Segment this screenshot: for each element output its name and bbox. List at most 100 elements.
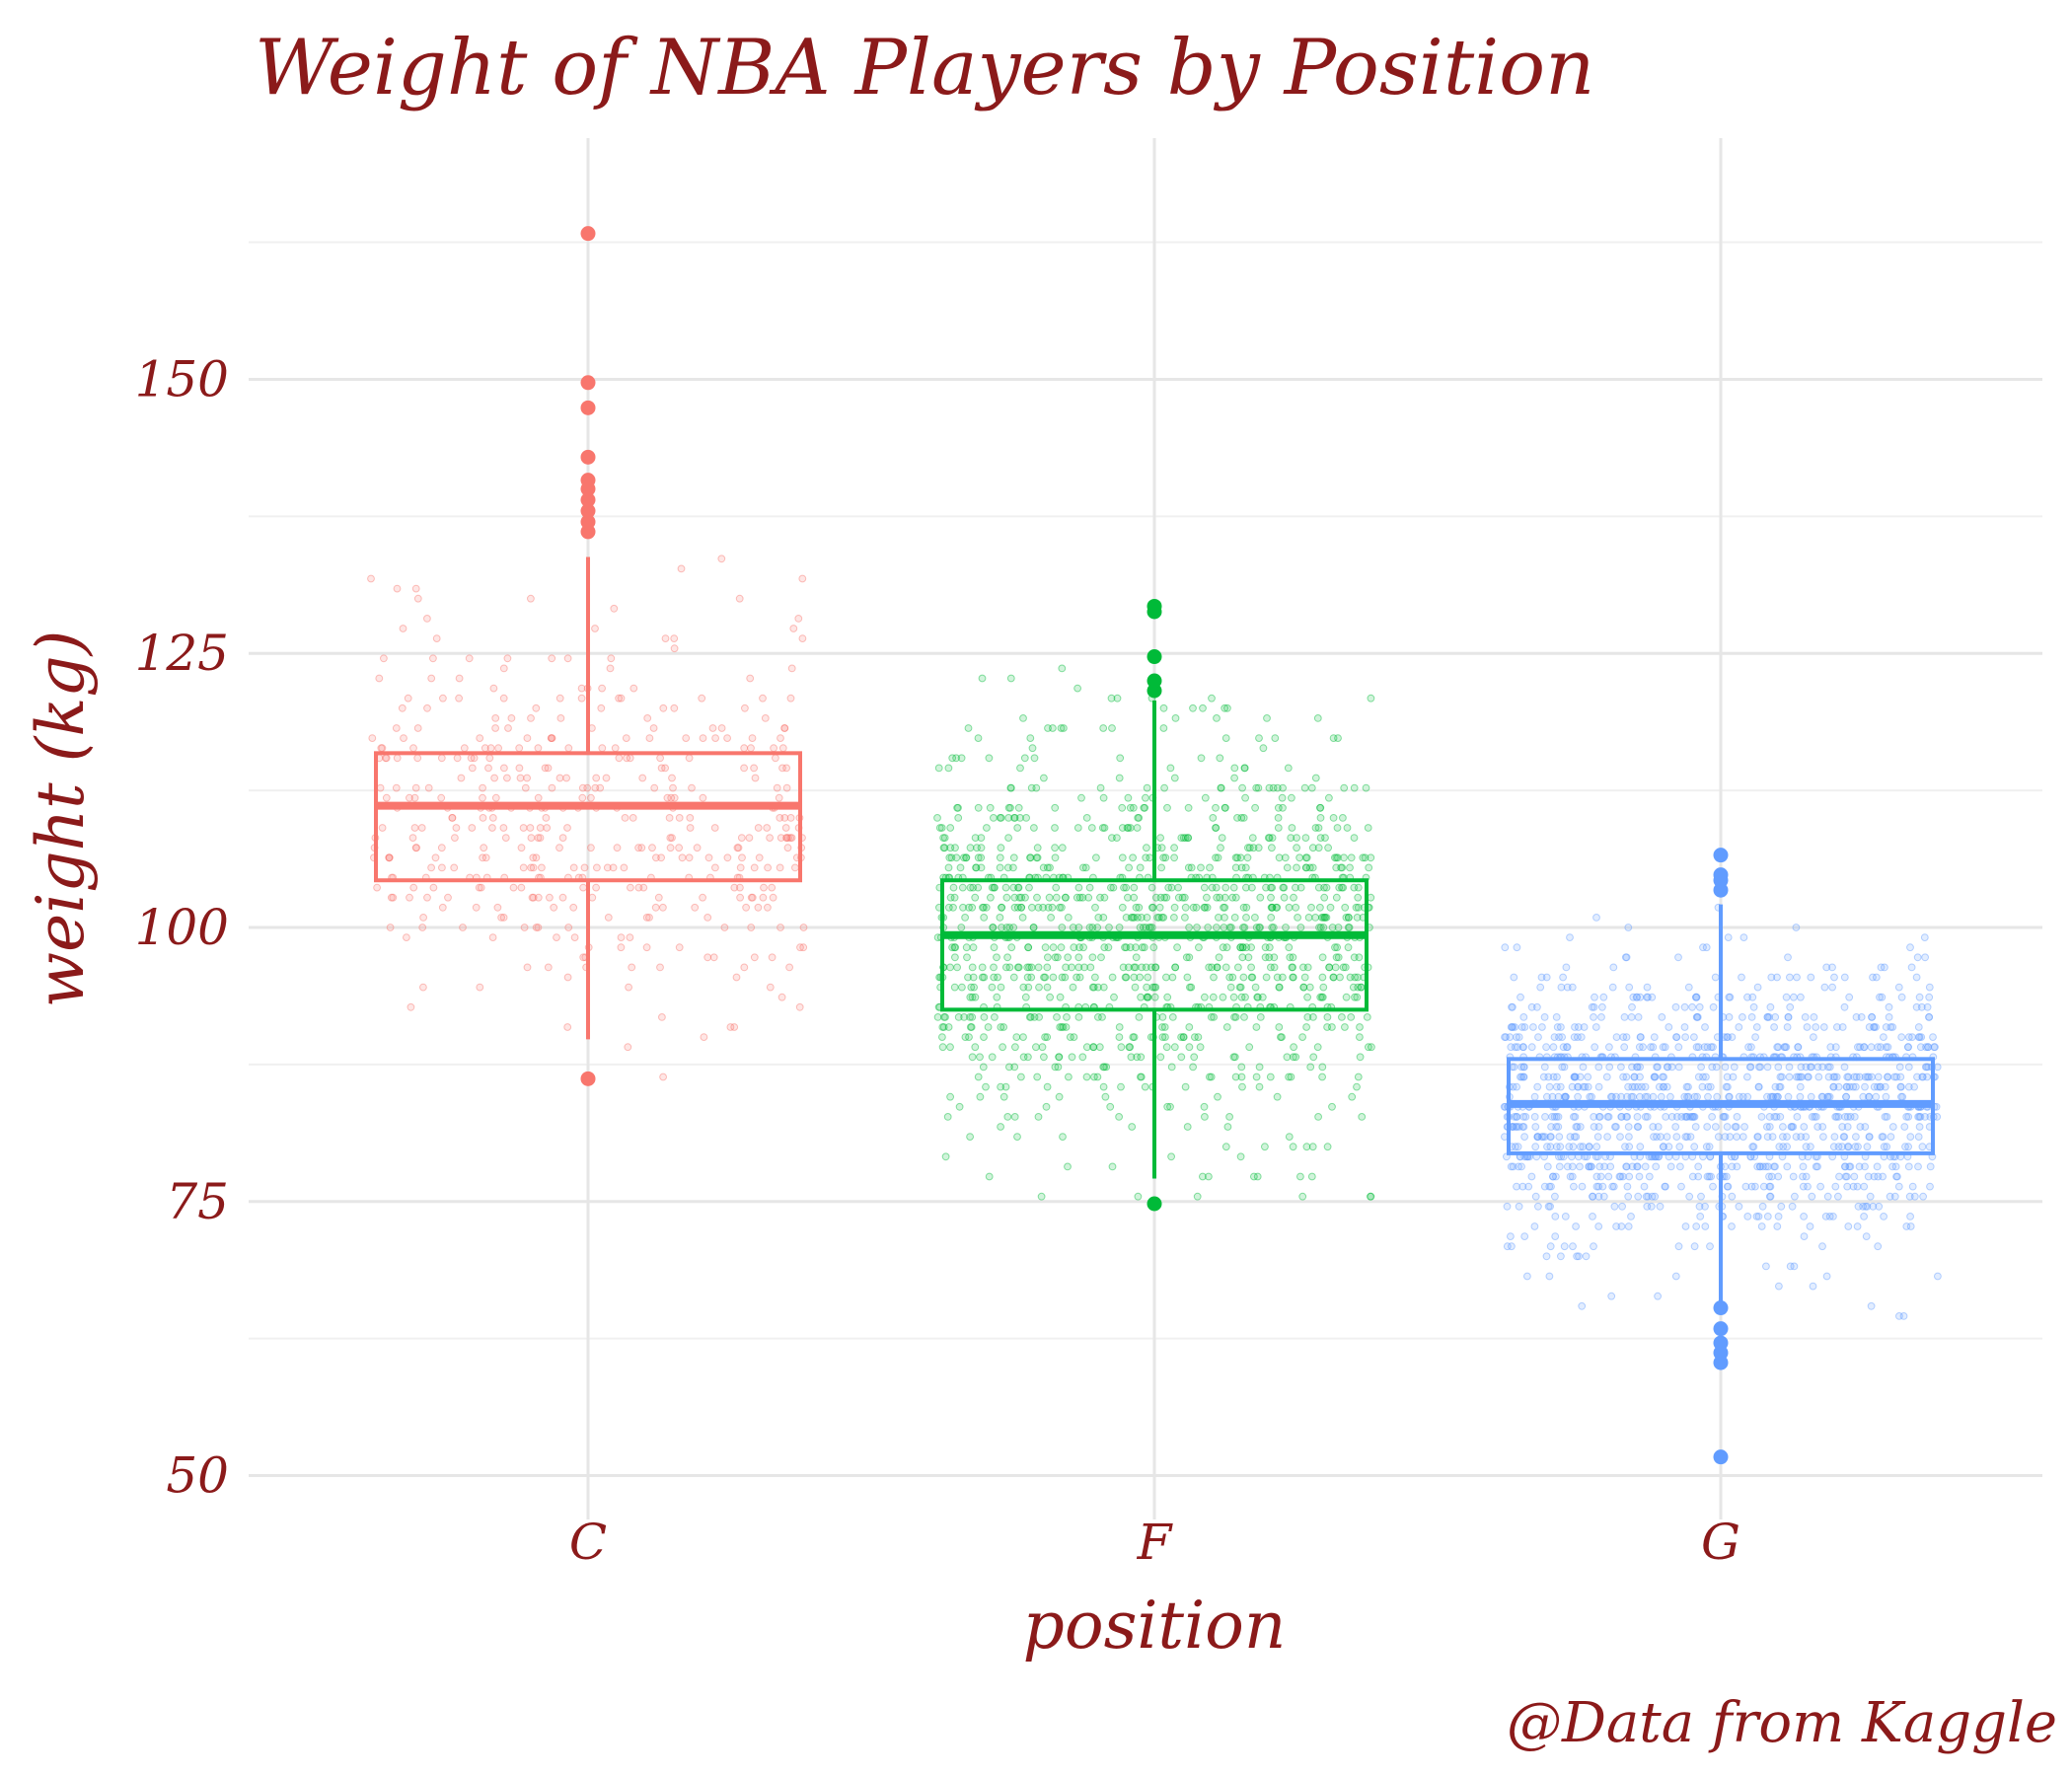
jitter-point bbox=[1122, 883, 1131, 892]
jitter-point bbox=[481, 853, 490, 862]
jitter-point bbox=[1314, 844, 1323, 852]
jitter-point bbox=[1308, 844, 1317, 852]
jitter-point bbox=[536, 824, 545, 832]
jitter-point bbox=[1223, 703, 1231, 712]
jitter-point bbox=[1787, 1123, 1796, 1131]
jitter-point bbox=[974, 1073, 983, 1081]
jitter-point bbox=[1212, 803, 1220, 812]
jitter-point bbox=[1879, 1133, 1887, 1141]
jitter-point bbox=[1225, 1113, 1233, 1121]
jitter-point bbox=[1339, 814, 1347, 822]
jitter-point bbox=[1130, 893, 1139, 902]
jitter-point bbox=[1688, 1113, 1697, 1121]
jitter-point bbox=[772, 754, 779, 763]
jitter-point bbox=[1755, 1063, 1763, 1072]
jitter-point bbox=[1247, 943, 1255, 952]
jitter-point bbox=[1751, 1033, 1759, 1041]
jitter-point bbox=[997, 844, 1005, 852]
jitter-point bbox=[1316, 803, 1324, 812]
jitter-point bbox=[1530, 1222, 1539, 1230]
jitter-point bbox=[1106, 1102, 1115, 1111]
jitter-point bbox=[1823, 1192, 1832, 1201]
jitter-point bbox=[1292, 903, 1300, 912]
jitter-point bbox=[1502, 1033, 1510, 1041]
jitter-point bbox=[1194, 1033, 1203, 1041]
jitter-point bbox=[1126, 803, 1135, 812]
jitter-point bbox=[497, 914, 506, 922]
jitter-point bbox=[532, 703, 541, 712]
jitter-point bbox=[1192, 903, 1201, 912]
jitter-point bbox=[1269, 924, 1278, 931]
jitter-point bbox=[1503, 1242, 1512, 1251]
jitter-point bbox=[1688, 1002, 1696, 1011]
jitter-point bbox=[1753, 1133, 1762, 1141]
jitter-point bbox=[1064, 914, 1073, 922]
jitter-point bbox=[1651, 1192, 1660, 1201]
y-tick-label: 100 bbox=[135, 899, 229, 956]
jitter-point bbox=[1735, 1202, 1743, 1211]
jitter-point bbox=[1657, 1133, 1665, 1141]
jitter-point bbox=[398, 703, 407, 712]
jitter-point bbox=[968, 903, 977, 912]
jitter-point bbox=[1779, 1133, 1787, 1141]
jitter-point bbox=[1181, 903, 1190, 912]
jitter-point bbox=[699, 893, 706, 902]
jitter-point bbox=[476, 734, 484, 742]
jitter-point bbox=[1654, 1123, 1663, 1131]
jitter-point bbox=[1305, 983, 1314, 992]
jitter-point bbox=[974, 853, 983, 862]
jitter-point bbox=[1641, 1162, 1650, 1171]
jitter-point bbox=[1770, 1113, 1779, 1121]
jitter-point bbox=[529, 893, 538, 902]
jitter-point bbox=[1350, 834, 1359, 842]
jitter-point bbox=[1509, 1162, 1517, 1171]
jitter-point bbox=[1648, 993, 1657, 1001]
jitter-point bbox=[1786, 1002, 1795, 1011]
jitter-point bbox=[1328, 1102, 1336, 1111]
jitter-point bbox=[1240, 764, 1249, 773]
jitter-point bbox=[410, 793, 419, 802]
jitter-point bbox=[1763, 1013, 1772, 1021]
jitter-point bbox=[1624, 1222, 1633, 1230]
jitter-point bbox=[1301, 853, 1310, 862]
jitter-point bbox=[1692, 993, 1701, 1001]
jitter-point bbox=[988, 1053, 997, 1062]
jitter-point bbox=[411, 844, 420, 852]
jitter-point bbox=[1811, 1113, 1818, 1121]
jitter-point bbox=[504, 724, 512, 732]
jitter-point bbox=[940, 844, 949, 852]
jitter-point bbox=[579, 883, 587, 892]
jitter-point bbox=[1591, 993, 1598, 1001]
jitter-point bbox=[989, 924, 998, 931]
jitter-point bbox=[1659, 1143, 1667, 1151]
jitter-point bbox=[1122, 943, 1131, 952]
jitter-point bbox=[1568, 1162, 1577, 1171]
jitter-point bbox=[1058, 903, 1066, 912]
jitter-point bbox=[1033, 844, 1042, 852]
jitter-point bbox=[982, 1082, 990, 1091]
jitter-point bbox=[1594, 1082, 1603, 1091]
jitter-point bbox=[1156, 1053, 1165, 1062]
jitter-point bbox=[990, 943, 999, 952]
jitter-point bbox=[1009, 883, 1018, 892]
jitter-point bbox=[1035, 983, 1043, 992]
jitter-point bbox=[1328, 924, 1337, 931]
jitter-point bbox=[1807, 1063, 1815, 1072]
jitter-point bbox=[1747, 1043, 1755, 1052]
jitter-point bbox=[1654, 1292, 1662, 1300]
jitter-point bbox=[1110, 993, 1118, 1001]
jitter-point bbox=[734, 844, 743, 852]
jitter-point bbox=[656, 754, 664, 763]
jitter-point bbox=[1649, 1092, 1658, 1101]
jitter-point bbox=[1636, 1143, 1645, 1151]
jitter-point bbox=[1044, 724, 1052, 732]
jitter-point bbox=[1351, 973, 1360, 982]
jitter-point bbox=[1630, 1073, 1639, 1081]
jitter-point bbox=[760, 883, 768, 892]
jitter-point bbox=[1120, 883, 1128, 892]
jitter-point bbox=[1818, 1063, 1827, 1072]
jitter-point bbox=[1094, 983, 1102, 992]
jitter-point bbox=[997, 814, 1005, 822]
jitter-point bbox=[966, 1013, 974, 1021]
jitter-point bbox=[1155, 903, 1164, 912]
